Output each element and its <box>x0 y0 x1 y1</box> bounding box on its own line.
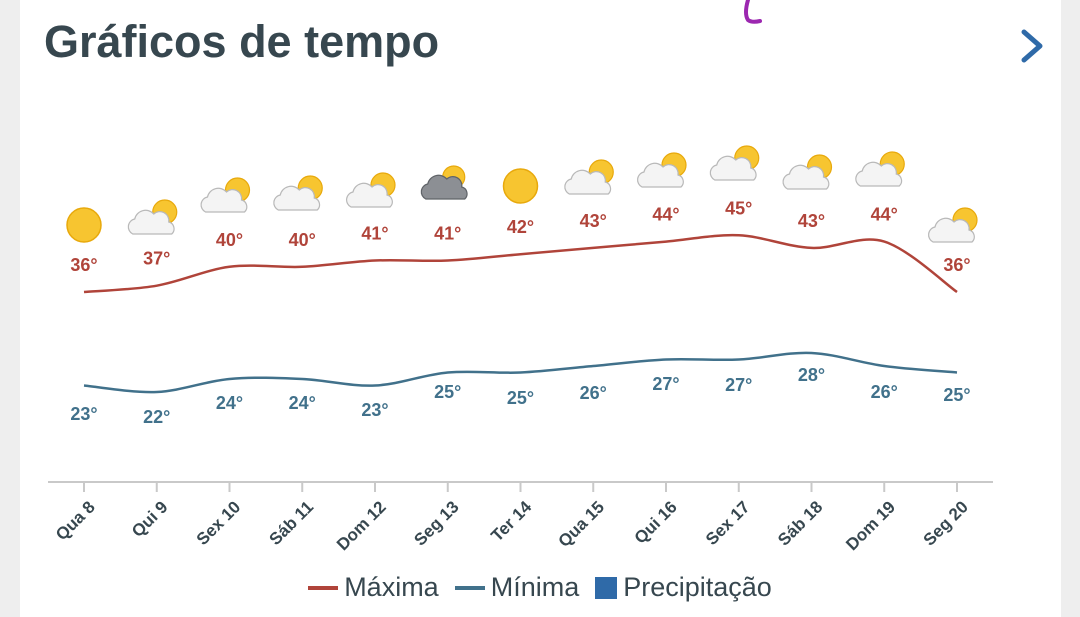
legend-item-max[interactable]: Máxima <box>308 572 439 603</box>
max-temp-label: 40° <box>216 230 243 250</box>
pen-mark <box>744 0 762 24</box>
min-temp-label: 23° <box>70 404 97 424</box>
x-tick-label: Sex 17 <box>702 497 754 549</box>
series-line-min <box>83 351 958 394</box>
partly-cloudy-icon <box>345 172 396 208</box>
x-tick-label: Dom 19 <box>842 497 899 554</box>
legend-swatch-min <box>454 585 485 590</box>
x-tick-label: Sex 10 <box>193 497 245 549</box>
partly-cloudy-icon <box>782 154 833 190</box>
min-temp-label: 22° <box>143 407 170 427</box>
max-temp-label: 44° <box>652 205 679 225</box>
page-title: Gráficos de tempo <box>44 16 440 67</box>
legend-swatch-max <box>308 585 339 590</box>
partly-cloudy-icon <box>127 199 178 235</box>
x-tick-label: Sáb 11 <box>266 497 318 549</box>
min-temp-label: 26° <box>580 383 607 403</box>
min-temp-label: 24° <box>216 393 243 413</box>
x-tick-label: Seg 13 <box>410 497 462 549</box>
partly-cloudy-icon <box>273 175 323 211</box>
x-tick-label: Qua 8 <box>52 497 99 544</box>
min-temp-label: 25° <box>507 388 534 408</box>
max-temp-label: 36° <box>943 255 970 275</box>
max-temp-label: 36° <box>70 255 97 275</box>
cloudy-icon <box>420 165 468 200</box>
series-line-max <box>83 233 958 294</box>
legend-label-max: Máxima <box>344 572 439 602</box>
legend-item-precip[interactable]: Precipitação <box>595 572 772 603</box>
max-temp-label: 37° <box>143 249 170 269</box>
x-tick-label: Ter 14 <box>487 497 535 545</box>
sun-icon <box>66 207 102 243</box>
partly-cloudy-icon <box>200 177 251 213</box>
x-tick-label: Qui 9 <box>128 497 171 540</box>
legend-label-min: Mínima <box>490 572 580 602</box>
min-temp-label: 25° <box>943 385 970 405</box>
min-temp-label: 23° <box>361 400 388 420</box>
partly-cloudy-icon <box>927 207 978 243</box>
max-temp-label: 40° <box>289 230 316 250</box>
min-temp-label: 25° <box>434 382 461 402</box>
max-temp-label: 41° <box>434 224 461 244</box>
x-tick-label: Dom 12 <box>333 497 390 554</box>
legend-swatch-precip <box>595 576 618 599</box>
x-tick-label: Seg 20 <box>920 497 972 549</box>
partly-cloudy-icon <box>709 145 760 181</box>
max-temp-label: 45° <box>725 198 752 218</box>
min-temp-label: 28° <box>798 365 825 385</box>
max-temp-label: 43° <box>580 211 607 231</box>
chevron-right-icon[interactable] <box>1016 26 1048 66</box>
legend-item-min[interactable]: Mínima <box>454 572 580 603</box>
x-tick-label: Sáb 18 <box>774 497 826 549</box>
min-temp-label: 27° <box>725 375 752 395</box>
max-temp-label: 42° <box>507 217 534 237</box>
x-tick-label: Qui 16 <box>631 497 681 547</box>
max-temp-label: 43° <box>798 211 825 231</box>
chart-legend: Máxima Mínima Precipitação <box>0 572 1080 603</box>
sun-icon <box>502 168 539 204</box>
max-temp-label: 41° <box>361 224 388 244</box>
partly-cloudy-icon <box>636 152 687 188</box>
min-temp-label: 24° <box>289 393 316 413</box>
min-temp-label: 27° <box>652 374 679 394</box>
x-tick-label: Qua 15 <box>555 497 609 551</box>
min-temp-label: 26° <box>871 382 898 402</box>
weather-chart-card: Gráficos de tempo <box>20 0 1061 617</box>
partly-cloudy-icon <box>564 159 614 195</box>
max-temp-label: 44° <box>871 205 898 225</box>
partly-cloudy-icon <box>855 151 905 187</box>
legend-label-precip: Precipitação <box>623 572 772 602</box>
